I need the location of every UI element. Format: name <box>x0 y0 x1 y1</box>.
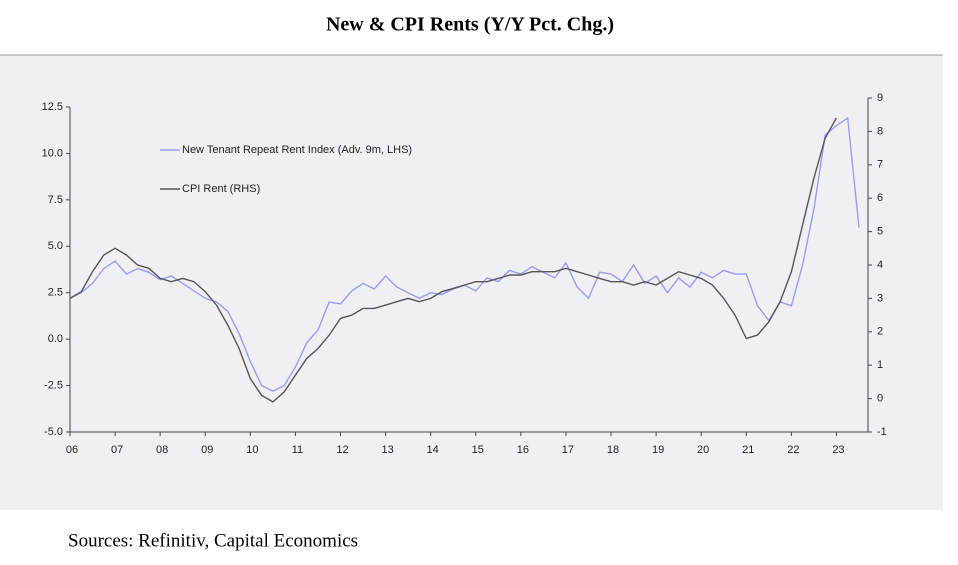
legend-label: New Tenant Repeat Rent Index (Adv. 9m, L… <box>182 144 412 156</box>
y-tick-label: 0.0 <box>48 333 63 345</box>
x-tick-label: 12 <box>336 444 348 456</box>
y2-tick-label: 1 <box>877 359 883 371</box>
y2-tick-label: 2 <box>877 326 883 338</box>
y2-tick-label: 5 <box>877 226 883 238</box>
y2-tick-label: 7 <box>877 159 883 171</box>
x-tick-label: 06 <box>66 444 78 456</box>
x-tick-label: 18 <box>607 444 619 456</box>
y-tick-label: 10.0 <box>42 147 63 159</box>
y-tick-label: -2.5 <box>44 379 63 391</box>
x-tick-label: 15 <box>472 444 484 456</box>
y2-tick-label: 8 <box>877 125 883 137</box>
x-tick-label: 22 <box>787 444 799 456</box>
x-tick-label: 13 <box>381 444 393 456</box>
x-tick-label: 08 <box>156 444 168 456</box>
x-tick-label: 17 <box>562 444 574 456</box>
x-tick-label: 21 <box>742 444 754 456</box>
x-tick-label: 23 <box>832 444 844 456</box>
y2-tick-label: 9 <box>877 92 883 104</box>
x-tick-label: 19 <box>652 444 664 456</box>
x-tick-label: 20 <box>697 444 709 456</box>
x-tick-label: 10 <box>246 444 258 456</box>
y2-tick-label: 0 <box>877 393 883 405</box>
series-line <box>69 117 838 403</box>
y2-tick-label: 4 <box>877 259 883 271</box>
x-tick-label: 11 <box>292 444 303 456</box>
y-tick-label: 12.5 <box>42 101 63 113</box>
x-tick-label: 16 <box>517 444 529 456</box>
y2-tick-label: 6 <box>877 192 883 204</box>
source: Sources: Refinitiv, Capital Economics <box>68 530 358 551</box>
y2-tick-label: 3 <box>877 292 883 304</box>
chart-title: New & CPI Rents (Y/Y Pct. Chg.) <box>326 14 614 36</box>
x-tick-label: 14 <box>427 444 439 456</box>
legend-label: CPI Rent (RHS) <box>182 183 260 195</box>
y-tick-label: 7.5 <box>48 194 63 206</box>
x-tick-label: 07 <box>111 444 123 456</box>
x-tick-label: 09 <box>201 444 213 456</box>
y-tick-label: 2.5 <box>48 287 63 299</box>
y-tick-label: 5.0 <box>48 240 63 252</box>
y2-tick-label: -1 <box>877 426 887 438</box>
y-tick-label: -5.0 <box>44 426 63 438</box>
